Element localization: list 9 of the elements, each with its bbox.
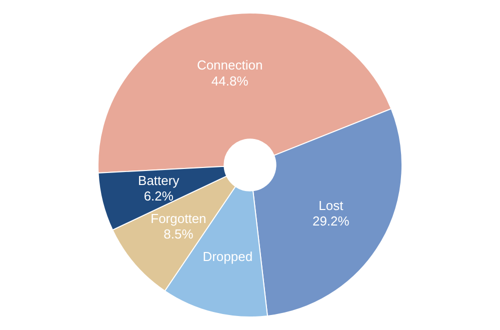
- data-label: 6.2%: [144, 188, 174, 204]
- data-label: 44.8%: [211, 73, 249, 88]
- data-label: 29.2%: [312, 214, 350, 229]
- slice-label: Lost: [318, 198, 344, 214]
- data-label: 8.5%: [164, 226, 194, 242]
- slice-label: Forgotten: [150, 211, 206, 226]
- slice-label: Battery: [138, 172, 180, 188]
- slice-label: Connection: [196, 58, 263, 73]
- slice-label: Dropped: [202, 249, 253, 264]
